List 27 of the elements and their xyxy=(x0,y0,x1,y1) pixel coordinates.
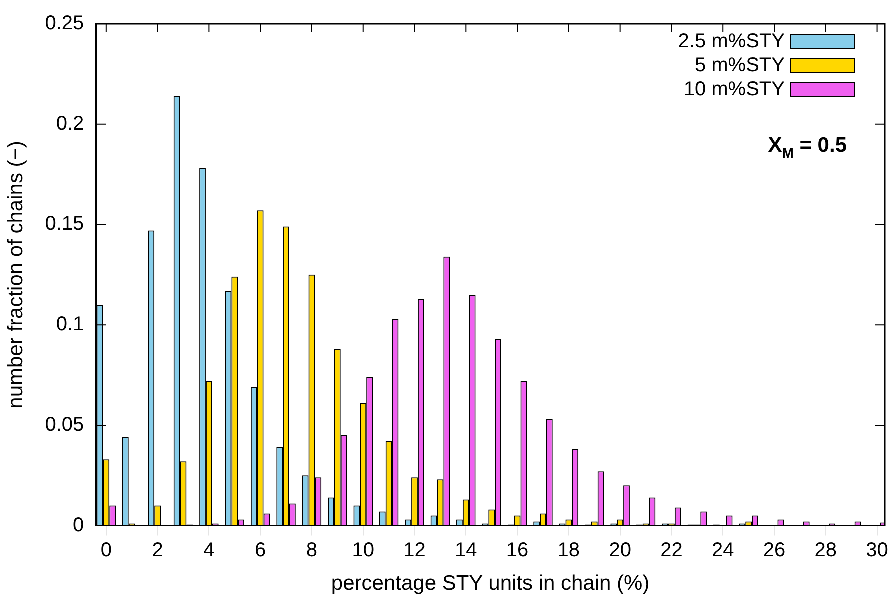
x-tick-label: 4 xyxy=(204,539,215,562)
x-tick-label: 14 xyxy=(455,539,478,562)
x-tick-label: 12 xyxy=(404,539,426,562)
x-tick-label: 10 xyxy=(352,539,374,562)
x-tick-label: 24 xyxy=(712,539,734,562)
y-tick-label: 0.25 xyxy=(45,12,84,35)
x-tick-label: 26 xyxy=(763,539,786,562)
x-tick-label: 16 xyxy=(506,539,529,562)
x-axis-title: percentage STY units in chain (%) xyxy=(331,572,650,596)
y-tick-label: 0 xyxy=(73,514,84,536)
legend-label: 5 m%STY xyxy=(694,54,785,77)
x-tick-label: 0 xyxy=(100,539,112,562)
y-tick-label: 0.15 xyxy=(45,213,84,236)
legend-label: 10 m%STY xyxy=(684,78,785,101)
y-tick-label: 0.2 xyxy=(56,112,84,135)
y-tick-label: 0.05 xyxy=(45,414,84,436)
x-tick-label: 22 xyxy=(660,539,683,562)
x-tick-label: 8 xyxy=(306,539,318,562)
legend-label: 2.5 m%STY xyxy=(678,30,785,53)
x-tick-label: 2 xyxy=(152,539,164,562)
x-tick-label: 28 xyxy=(814,539,838,562)
y-tick-label: 0.1 xyxy=(56,314,84,336)
x-tick-label: 20 xyxy=(609,539,632,562)
x-tick-label: 6 xyxy=(255,539,266,562)
x-tick-label: 30 xyxy=(866,539,888,562)
x-tick-label: 18 xyxy=(558,539,580,562)
y-axis-title: number fraction of chains (−) xyxy=(4,140,28,409)
